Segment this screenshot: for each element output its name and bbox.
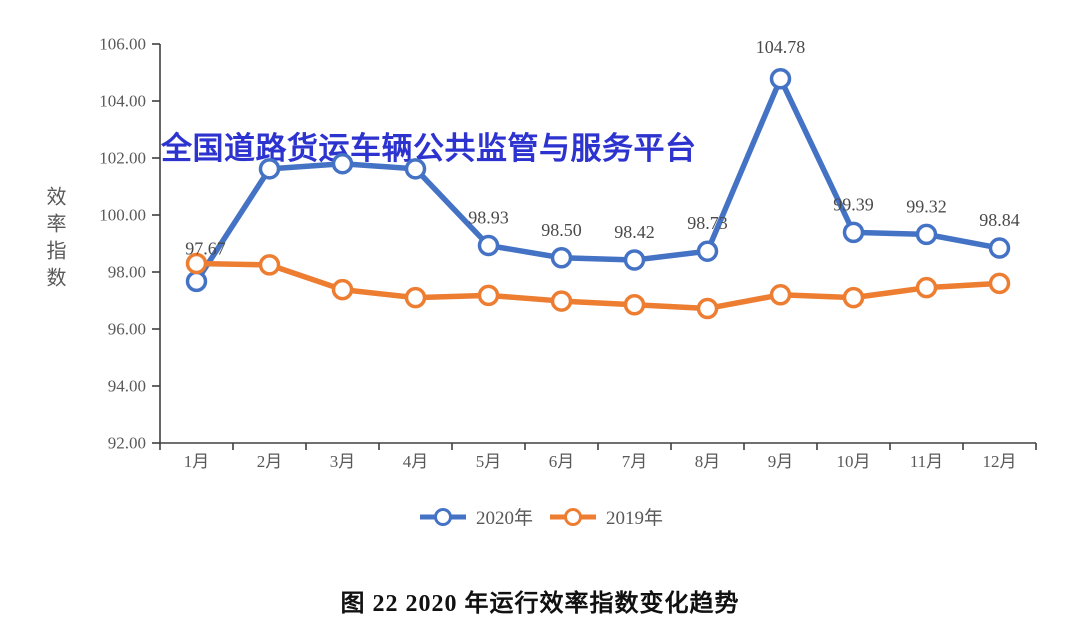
y-axis-title: 效率指数 <box>43 186 65 294</box>
y-tick-label: 94.00 <box>108 377 146 396</box>
x-tick-label: 5月 <box>476 452 502 471</box>
y-tick-label: 92.00 <box>108 434 146 453</box>
data-point-2020年-12月 <box>988 237 1011 259</box>
data-point-2020年-3月 <box>331 152 354 175</box>
data-point-2019年-12月 <box>988 272 1011 295</box>
x-tick-label: 3月 <box>330 452 356 471</box>
x-tick-label: 10月 <box>837 452 871 471</box>
x-tick-label: 6月 <box>549 452 575 471</box>
x-tick-label: 2月 <box>257 452 283 471</box>
data-point-2019年-2月 <box>258 254 281 276</box>
x-tick-label: 1月 <box>184 452 210 471</box>
data-label-2020年-12月: 98.84 <box>979 210 1020 230</box>
x-tick-label: 11月 <box>910 452 943 471</box>
data-point-2019年-1月 <box>185 252 208 275</box>
y-tick-label: 106.00 <box>99 35 146 54</box>
data-point-2020年-7月 <box>623 249 646 271</box>
data-label-2020年-10月: 99.39 <box>833 194 874 214</box>
legend-label-2019: 2019年 <box>606 508 664 529</box>
legend-line-marker-icon <box>550 507 596 526</box>
y-tick-label: 104.00 <box>99 92 146 111</box>
data-point-2020年-9月 <box>769 68 792 90</box>
data-point-2019年-9月 <box>769 284 792 306</box>
data-point-2019年-3月 <box>331 278 354 301</box>
data-label-2020年-7月: 98.42 <box>614 222 655 242</box>
legend-line-marker-icon <box>419 507 466 526</box>
data-point-2019年-4月 <box>404 286 427 309</box>
data-point-2019年-10月 <box>842 286 865 309</box>
x-tick-label: 4月 <box>403 452 429 471</box>
data-point-2019年-8月 <box>696 297 719 320</box>
series-line-2019年 <box>193 260 1003 312</box>
data-label-2020年-8月: 98.73 <box>687 213 728 233</box>
figure-caption: 图 22 2020 年运行效率指数变化趋势 <box>340 591 740 617</box>
data-point-2020年-5月 <box>477 234 500 257</box>
data-point-2020年-11月 <box>915 223 938 246</box>
data-label-2020年-9月: 104.78 <box>756 37 806 57</box>
y-tick-label: 102.00 <box>99 149 146 168</box>
chart-legend: 2020年 2019年 <box>0 503 1080 530</box>
data-point-2020年-4月 <box>404 158 427 180</box>
x-tick-label: 8月 <box>695 452 721 471</box>
y-tick-label: 100.00 <box>99 206 146 225</box>
data-label-2020年-11月: 99.32 <box>906 196 947 216</box>
legend-item-2020: 2020年 <box>417 503 533 530</box>
data-point-2020年-8月 <box>696 240 719 262</box>
data-label-2020年-5月: 98.93 <box>468 207 509 227</box>
data-point-2019年-7月 <box>623 294 646 316</box>
data-point-2020年-10月 <box>842 221 865 244</box>
y-tick-label: 96.00 <box>108 320 146 339</box>
data-label-2020年-1月: 97.67 <box>185 238 226 258</box>
data-point-2020年-2月 <box>258 158 281 180</box>
data-point-2020年-6月 <box>550 247 573 269</box>
x-tick-label: 7月 <box>622 452 648 471</box>
data-point-2019年-5月 <box>477 284 500 307</box>
y-tick-label: 98.00 <box>108 263 146 282</box>
watermark-text: 全国道路货运车辆公共监管与服务平台 <box>161 131 697 166</box>
series-line-2020年 <box>193 76 1003 285</box>
data-point-2020年-1月 <box>185 270 208 293</box>
data-label-2020年-6月: 98.50 <box>541 220 582 240</box>
data-point-2019年-6月 <box>550 290 573 312</box>
legend-label-2020: 2020年 <box>475 508 533 529</box>
x-tick-label: 12月 <box>983 452 1017 471</box>
x-tick-label: 9月 <box>768 452 794 471</box>
data-point-2019年-11月 <box>915 276 938 299</box>
legend-item-2019: 2019年 <box>547 503 663 530</box>
